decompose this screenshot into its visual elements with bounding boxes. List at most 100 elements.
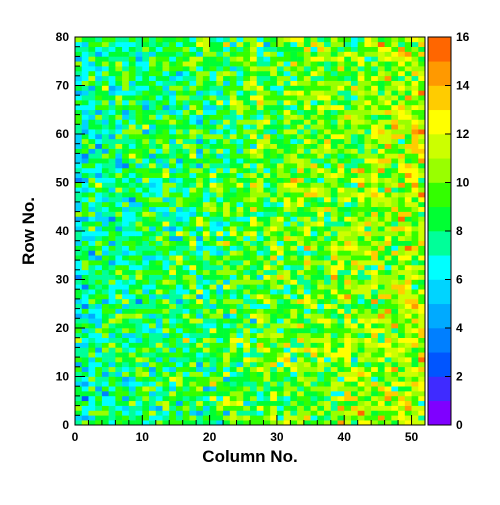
heatmap-cell [142, 400, 150, 406]
heatmap-cell [418, 415, 426, 421]
heatmap-cell [250, 376, 258, 382]
heatmap-cell [297, 148, 305, 154]
heatmap-cell [418, 294, 426, 300]
heatmap-cell [270, 235, 278, 241]
heatmap-cell [297, 269, 305, 275]
heatmap-cell [283, 357, 291, 363]
heatmap-cell [149, 289, 157, 295]
heatmap-cell [283, 298, 291, 305]
heatmap-cell [411, 158, 419, 164]
heatmap-cell [324, 357, 332, 363]
heatmap-cell [391, 158, 399, 164]
heatmap-cell [324, 134, 332, 140]
heatmap-cell [324, 347, 332, 353]
heatmap-cell [256, 245, 264, 251]
heatmap-cell [175, 352, 183, 358]
heatmap-cell [202, 46, 210, 52]
heatmap-cell [337, 303, 345, 309]
heatmap-cell [310, 187, 318, 193]
heatmap-cell [135, 221, 143, 227]
heatmap-cell [122, 148, 130, 154]
heatmap-cell [263, 386, 271, 392]
heatmap-cell [189, 371, 197, 377]
heatmap-cell [357, 303, 365, 309]
heatmap-cell [250, 216, 258, 222]
heatmap-cell [330, 197, 338, 203]
heatmap-cell [404, 134, 412, 140]
heatmap-cell [196, 129, 204, 135]
heatmap-cell [135, 197, 143, 203]
heatmap-cell [371, 70, 379, 77]
heatmap-cell [108, 80, 116, 86]
heatmap-cell [344, 328, 352, 334]
heatmap-cell [182, 391, 190, 397]
heatmap-cell [243, 264, 251, 271]
heatmap-cell [404, 197, 412, 203]
heatmap-cell [357, 46, 365, 52]
heatmap-cell [182, 352, 190, 358]
heatmap-cell [377, 366, 385, 372]
heatmap-cell [384, 182, 392, 188]
heatmap-cell [310, 148, 318, 154]
heatmap-cell [276, 85, 284, 91]
heatmap-cell [270, 129, 278, 135]
colorbar-bin [428, 328, 451, 353]
heatmap-cell [371, 172, 379, 178]
heatmap-cell [350, 51, 358, 57]
heatmap-cell [371, 100, 379, 106]
heatmap-cell [283, 323, 291, 329]
heatmap-cell [162, 211, 170, 217]
heatmap-cell [263, 284, 271, 290]
heatmap-cell [283, 318, 291, 324]
heatmap-cell [377, 51, 385, 57]
heatmap-cell [324, 269, 332, 275]
heatmap-cell [344, 366, 352, 372]
heatmap-cell [411, 114, 419, 120]
heatmap-cell [162, 395, 170, 402]
heatmap-cell [81, 332, 89, 338]
heatmap-cell [310, 328, 318, 334]
heatmap-cell [108, 294, 116, 300]
heatmap-cell [364, 114, 372, 120]
heatmap-cell [216, 332, 224, 338]
heatmap-cell [128, 366, 136, 372]
heatmap-cell [169, 134, 177, 140]
heatmap-cell [391, 250, 399, 256]
heatmap-cell [310, 70, 318, 77]
heatmap-cell [101, 56, 109, 62]
heatmap-cell [189, 206, 197, 212]
heatmap-cell [290, 158, 298, 164]
heatmap-cell [196, 332, 204, 338]
heatmap-cell [317, 328, 325, 334]
heatmap-cell [88, 357, 96, 363]
heatmap-cell [411, 109, 419, 115]
heatmap-cell [398, 143, 406, 149]
heatmap-cell [108, 260, 116, 266]
heatmap-cell [115, 264, 123, 271]
heatmap-cell [169, 381, 177, 387]
heatmap-cell [202, 163, 210, 169]
heatmap-cell [256, 260, 264, 266]
heatmap-cell [324, 95, 332, 101]
heatmap-cell [216, 138, 224, 144]
heatmap-cell [263, 134, 271, 140]
heatmap-cell [196, 284, 204, 290]
y-tick-label: 0 [62, 418, 69, 432]
heatmap-cell [196, 235, 204, 241]
heatmap-cell [128, 279, 136, 285]
heatmap-cell [330, 163, 338, 169]
heatmap-cell [175, 357, 183, 363]
heatmap-cell [391, 420, 399, 426]
heatmap-cell [337, 51, 345, 57]
heatmap-cell [196, 376, 204, 382]
heatmap-cell [189, 158, 197, 164]
heatmap-cell [330, 371, 338, 377]
heatmap-cell [290, 66, 298, 72]
heatmap-cell [135, 386, 143, 392]
heatmap-cell [384, 187, 392, 193]
heatmap-cell [283, 381, 291, 387]
heatmap-cell [115, 410, 123, 416]
heatmap-cell [256, 347, 264, 353]
heatmap-cell [142, 289, 150, 295]
heatmap-cell [243, 61, 251, 67]
